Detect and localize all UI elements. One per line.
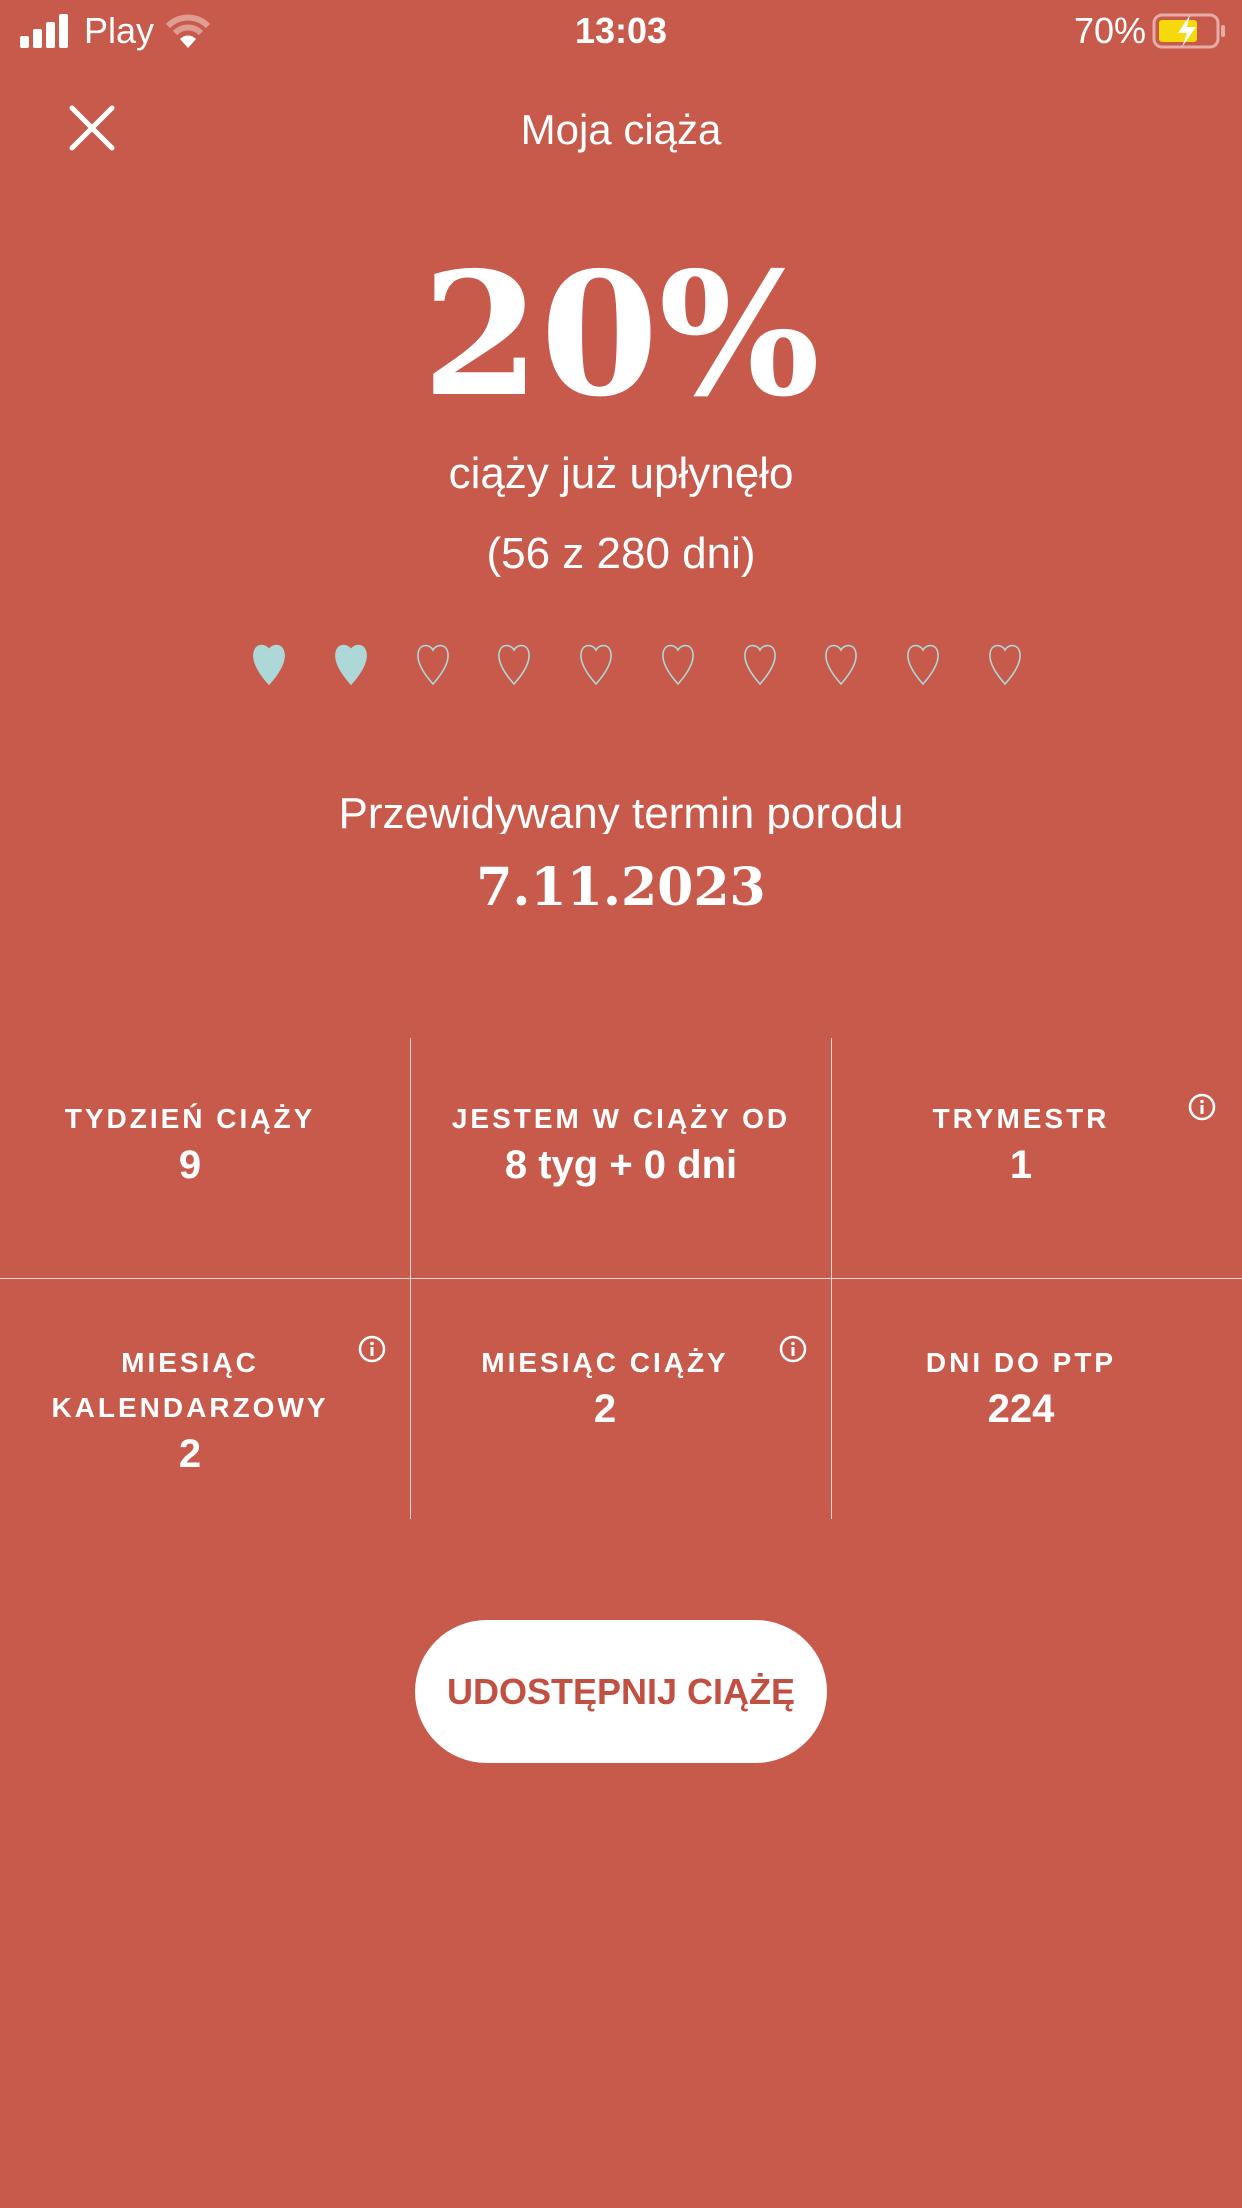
heart-outline-icon (825, 644, 858, 686)
stat-pregnancy-month: MIESIĄC CIĄŻY 2 (411, 1340, 799, 1433)
stat-value: 2 (593, 1387, 617, 1431)
stat-label: TRYMESTR (932, 1103, 1110, 1134)
heart-outline-icon (989, 644, 1021, 686)
info-icon[interactable] (358, 1335, 386, 1363)
stat-label: MIESIĄC KALENDARZOWY (51, 1347, 329, 1423)
days-count: (56 z 280 dni) (486, 529, 756, 578)
carrier-name: Play (84, 10, 155, 51)
heart-outline-icon (907, 644, 939, 686)
heart-outline-icon (498, 644, 531, 686)
battery-charging-icon (1152, 13, 1225, 49)
heart-outline-icon (662, 644, 694, 686)
battery-percentage: 70% (1073, 10, 1146, 51)
stat-value: 224 (987, 1387, 1055, 1431)
clock: 13:03 (574, 10, 668, 51)
stat-value: 1 (1009, 1143, 1033, 1187)
progress-percentage: 20% (421, 235, 821, 435)
stat-value: 2 (178, 1432, 202, 1476)
stat-trimester: TRYMESTR 1 (832, 1096, 1210, 1189)
stat-pregnant-since: JESTEM W CIĄŻY OD 8 tyg + 0 dni (411, 1096, 831, 1189)
grid-divider (0, 1278, 1242, 1279)
info-icon[interactable] (1188, 1093, 1216, 1121)
elapsed-text: ciąży już upłynęło (448, 449, 794, 498)
stat-calendar-month: MIESIĄC KALENDARZOWY 2 (0, 1340, 380, 1478)
due-date-label: Przewidywany termin porodu (338, 789, 904, 834)
page-title: Moja ciąża (520, 106, 722, 153)
heart-filled-icon (334, 644, 367, 686)
stat-label: TYDZIEŃ CIĄŻY (64, 1103, 316, 1134)
heart-outline-icon (416, 644, 449, 686)
due-date-value: 7.11.2023 (476, 857, 766, 918)
stat-label: JESTEM W CIĄŻY OD (451, 1103, 791, 1134)
stat-days-to-due: DNI DO PTP 224 (832, 1340, 1210, 1433)
heart-outline-icon (580, 644, 612, 686)
close-icon[interactable] (66, 102, 118, 154)
heart-filled-icon (253, 644, 285, 686)
progress-hearts (247, 642, 1027, 688)
stat-value: 8 tyg + 0 dni (504, 1143, 738, 1187)
signal-bars-icon (20, 14, 68, 48)
heart-outline-icon (743, 644, 776, 686)
wifi-icon (165, 14, 211, 48)
stat-week: TYDZIEŃ CIĄŻY 9 (0, 1096, 380, 1189)
stat-value: 9 (178, 1143, 202, 1187)
share-pregnancy-button[interactable]: UDOSTĘPNIJ CIĄŻĘ (415, 1620, 827, 1763)
info-icon[interactable] (779, 1335, 807, 1363)
stat-label: MIESIĄC CIĄŻY (481, 1347, 729, 1378)
stat-label: DNI DO PTP (925, 1347, 1117, 1378)
